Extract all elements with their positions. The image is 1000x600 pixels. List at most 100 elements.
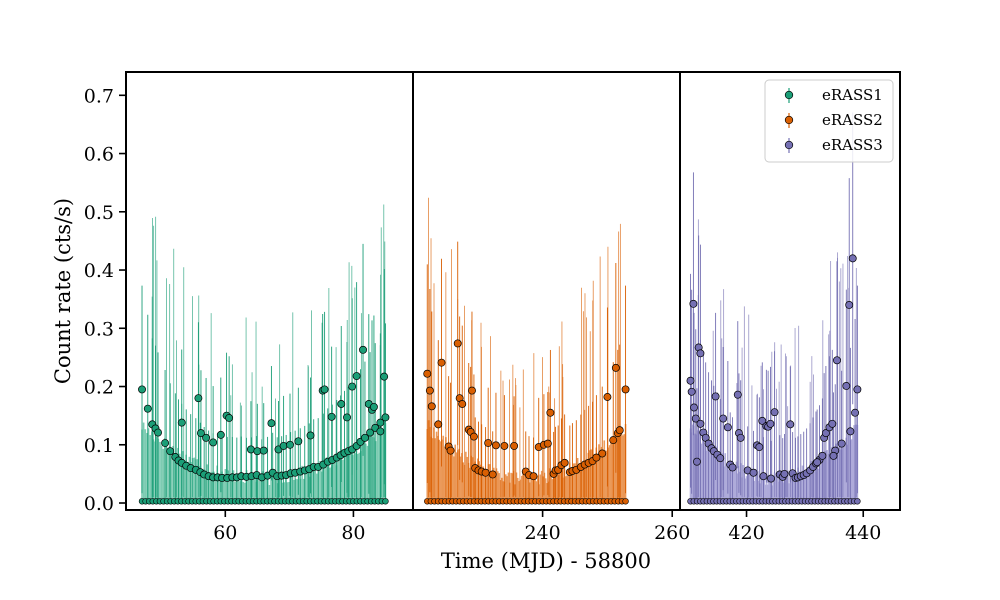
y-tick-label: 0.4 [84,260,114,282]
legend-marker-erass3 [784,140,794,150]
x-tick-label: 420 [728,522,764,544]
data-point [481,468,490,477]
data-point [197,429,205,438]
data-point [434,420,443,429]
data-point [833,356,841,365]
data-point [484,439,493,447]
data-point [767,474,775,483]
data-point [758,416,767,425]
data-point [361,433,369,442]
data-point [598,449,607,458]
x-tick-label: 80 [341,522,365,544]
data-point [736,433,745,442]
legend-label-erass3: eRASS3 [822,136,883,154]
data-point [216,430,225,439]
y-tick-label: 0.1 [84,435,114,457]
data-point [306,431,315,440]
data-point [246,445,255,454]
data-point [500,441,509,450]
data-point [177,418,186,427]
data-point [615,426,624,435]
data-point [723,423,732,432]
panel-frame [679,71,901,511]
data-point [687,387,696,396]
legend-label-erass1: eRASS1 [822,86,883,104]
data-point [842,381,851,390]
data-point [728,463,737,472]
data-point [846,427,855,436]
legend: eRASS1 eRASS2 eRASS3 [764,79,894,163]
data-point [692,457,701,466]
y-tick-label: 0.2 [84,377,114,399]
zero-marker [854,498,861,505]
data-point [337,400,346,408]
data-point [453,339,462,348]
data-point [543,439,552,448]
data-point [267,419,276,428]
data-point [851,408,860,417]
data-point [759,472,768,481]
y-tick-label: 0.6 [84,144,114,166]
data-point [813,458,822,467]
data-point [529,472,538,481]
legend-marker-erass1 [784,90,794,100]
legend-box [764,79,894,163]
data-point [546,408,555,417]
data-point [818,451,827,460]
legend-entry-erass3: eRASS3 [784,136,883,154]
data-point [209,438,218,447]
panel-frames [125,71,901,511]
data-point [848,254,857,263]
data-point [446,446,455,455]
data-point [380,372,389,381]
data-point [603,393,612,401]
axis-ticks: 60 80 240 260 420 440 0.0 0.1 0.2 0.3 0.4 0.5 0.6 0.7 [84,85,882,544]
data-point [194,394,203,403]
data-point [320,385,329,394]
x-tick-label: 440 [845,522,881,544]
x-tick-label: 60 [213,522,237,544]
data-point [437,358,446,367]
data-point [696,349,705,358]
data-point [786,420,795,429]
data-point [376,418,385,427]
data-point [829,451,838,460]
data-point [560,458,569,467]
data-point [755,443,764,452]
data-point [348,382,357,391]
data-point [696,419,705,428]
data-point [592,453,601,462]
y-axis-title: Count rate (cts/s) [51,198,75,384]
data-point [689,299,698,308]
data-point [719,414,728,423]
data-point [492,441,500,450]
y-tick-label: 0.5 [84,202,114,224]
data-point [154,428,162,437]
data-point [837,439,846,448]
data-point [488,470,497,479]
data-point [749,468,758,477]
data-point [352,372,361,380]
data-point [143,404,152,413]
data-point [369,402,378,411]
data-point [359,345,367,354]
data-point [225,414,234,422]
y-tick-label: 0.3 [84,318,114,340]
data-point [621,385,630,394]
data-point [138,385,146,394]
legend-marker-erass2 [784,115,794,125]
upper-limit-markers [138,498,861,505]
zero-marker [622,498,629,505]
data-point [780,469,789,478]
data-point [259,446,268,455]
data-point [828,419,837,428]
data-point [711,392,720,401]
data-points [138,254,862,483]
data-point [691,414,700,423]
data-point [469,432,478,441]
data-point [468,386,476,395]
data-point [166,447,175,456]
data-point [366,428,375,437]
data-point [343,413,351,422]
data-point [733,390,742,399]
